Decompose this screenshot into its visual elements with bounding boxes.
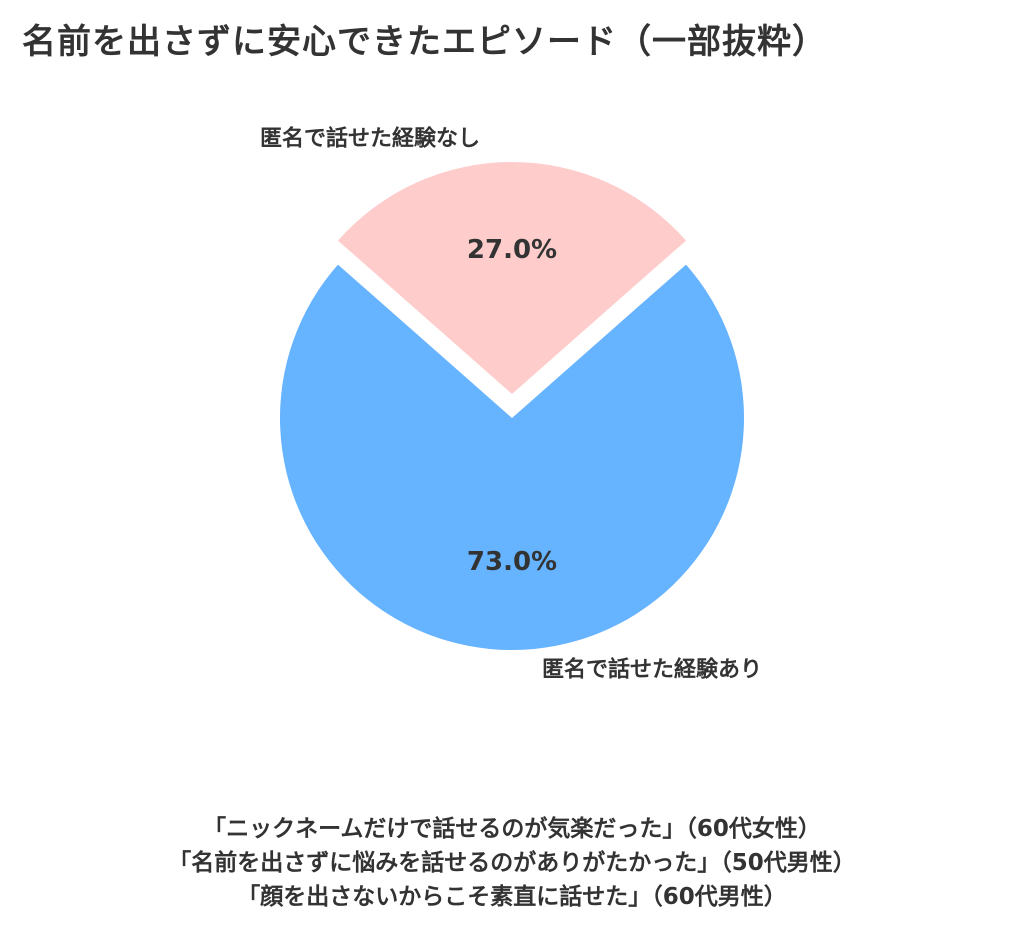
pie-slices — [280, 161, 744, 651]
quote-2: 「名前を出さずに悩みを話せるのがありがたかった」（50代男性） — [168, 850, 856, 876]
category-label-without-experience: 匿名で話せた経験なし — [260, 126, 480, 152]
quotes-block: 「ニックネームだけで話せるのが気楽だった」（60代女性） 「名前を出さずに悩みを… — [0, 812, 1024, 914]
category-label-with-experience: 匿名で話せた経験あり — [542, 657, 762, 683]
pie-slice-with-experience — [280, 264, 744, 651]
pie-labels: 27.0% 73.0% 匿名で話せた経験あり 匿名で話せた経験なし — [260, 126, 762, 683]
value-label-without-experience: 27.0% — [467, 235, 557, 265]
quote-1: 「ニックネームだけで話せるのが気楽だった」（60代女性） — [203, 816, 821, 842]
pie-slice-without-experience — [337, 161, 687, 394]
value-label-with-experience: 73.0% — [467, 547, 557, 577]
chart-title: 名前を出さずに安心できたエピソード（一部抜粋） — [22, 22, 827, 62]
quote-3: 「顔を出さないからこそ素直に話せた」（60代男性） — [237, 884, 787, 910]
